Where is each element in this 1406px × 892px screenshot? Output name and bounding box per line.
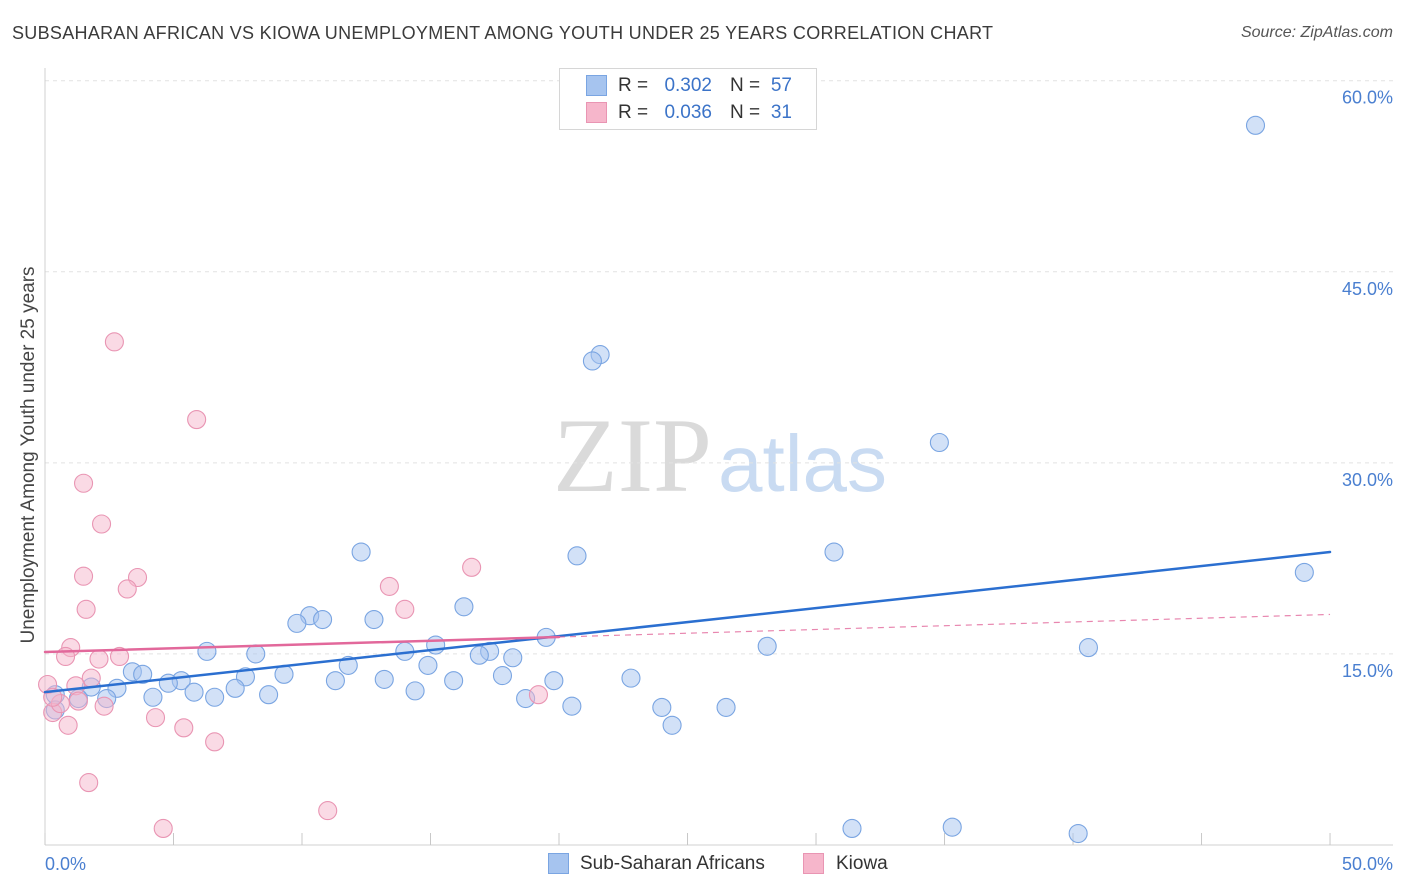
y-axis-title: Unemployment Among Youth under 25 years	[18, 266, 39, 643]
legend-row-sub-saharan-africans: R = 0.302 N = 57	[560, 69, 816, 99]
trend-lines	[43, 550, 1332, 694]
point-kiowa	[153, 818, 173, 838]
x-tick-label: 50.0%	[1342, 854, 1393, 874]
legend-r-label: R =	[618, 75, 649, 96]
point-kiowa	[89, 649, 109, 669]
y-tick-label: 30.0%	[1342, 470, 1393, 490]
point-sub-saharan-africans	[184, 682, 204, 702]
point-sub-saharan-africans	[942, 817, 962, 837]
trend-line-sub-saharan-africans	[43, 550, 1332, 694]
y-tick-label: 60.0%	[1342, 88, 1393, 108]
legend-r-value: 0.036	[664, 102, 712, 123]
point-sub-saharan-africans	[351, 542, 371, 562]
point-kiowa	[79, 773, 99, 793]
y-tick-label: 45.0%	[1342, 279, 1393, 299]
trend-line-extension-kiowa	[558, 613, 1331, 638]
y-tick-label: 15.0%	[1342, 661, 1393, 681]
point-sub-saharan-africans	[444, 671, 464, 691]
legend-box: R = 0.302 N = 57 R = 0.036 N = 31	[559, 68, 817, 130]
point-sub-saharan-africans	[1068, 823, 1088, 844]
point-kiowa	[205, 732, 225, 752]
point-sub-saharan-africans	[246, 644, 266, 664]
point-sub-saharan-africans	[582, 351, 602, 371]
point-kiowa	[94, 696, 114, 716]
point-sub-saharan-africans	[287, 613, 307, 633]
point-sub-saharan-africans	[313, 609, 333, 630]
legend-swatch-sub-saharan-africans	[586, 75, 607, 96]
point-kiowa	[68, 691, 88, 711]
point-sub-saharan-africans	[1294, 562, 1314, 582]
point-kiowa	[395, 599, 415, 619]
point-kiowa	[58, 715, 78, 735]
point-sub-saharan-africans	[562, 696, 582, 716]
legend-swatch-kiowa	[586, 102, 607, 123]
point-sub-saharan-africans	[469, 645, 489, 665]
legend-n-label: N =	[730, 75, 761, 96]
legend-n-label: N =	[730, 102, 761, 123]
point-sub-saharan-africans	[544, 671, 564, 691]
point-sub-saharan-africans	[205, 687, 225, 707]
point-kiowa	[91, 514, 112, 534]
legend-row-kiowa: R = 0.036 N = 31	[560, 96, 816, 126]
point-kiowa	[187, 410, 207, 430]
point-sub-saharan-africans	[405, 681, 425, 701]
point-kiowa	[462, 557, 482, 577]
bottom-legend-swatch-sub-saharan-africans	[548, 853, 569, 874]
point-kiowa	[117, 579, 137, 599]
point-kiowa	[74, 473, 94, 493]
point-sub-saharan-africans	[1078, 638, 1098, 658]
x-tick-label: 0.0%	[45, 854, 86, 874]
point-sub-saharan-africans	[824, 542, 844, 562]
point-kiowa	[76, 599, 96, 619]
point-sub-saharan-africans	[325, 671, 345, 691]
point-sub-saharan-africans	[259, 685, 279, 705]
watermark-atlas: atlas	[718, 419, 887, 508]
bottom-legend-swatch-kiowa	[803, 853, 824, 874]
point-sub-saharan-africans	[652, 697, 672, 717]
point-sub-saharan-africans	[567, 546, 587, 566]
points-sub-saharan-africans	[45, 115, 1314, 844]
point-sub-saharan-africans	[621, 668, 641, 688]
legend-r-value: 0.302	[664, 75, 712, 96]
point-kiowa	[145, 708, 166, 728]
legend-n-value: 57	[770, 75, 792, 96]
bottom-legend-label-kiowa: Kiowa	[836, 853, 888, 874]
point-kiowa	[104, 332, 124, 352]
legend-r-label: R =	[618, 102, 649, 123]
point-sub-saharan-africans	[757, 636, 777, 656]
axes	[44, 68, 1393, 846]
point-sub-saharan-africans	[1245, 115, 1266, 135]
point-sub-saharan-africans	[143, 687, 163, 707]
point-kiowa	[174, 718, 194, 738]
point-kiowa	[74, 566, 94, 586]
point-sub-saharan-africans	[197, 641, 217, 661]
point-sub-saharan-africans	[418, 655, 438, 675]
point-kiowa	[528, 685, 549, 705]
point-sub-saharan-africans	[716, 697, 736, 717]
chart-title: SUBSAHARAN AFRICAN VS KIOWA UNEMPLOYMENT…	[12, 23, 994, 43]
point-kiowa	[318, 801, 338, 821]
legend-n-value: 31	[770, 102, 792, 123]
point-sub-saharan-africans	[929, 432, 949, 453]
point-sub-saharan-africans	[492, 666, 513, 686]
watermark-zip: ZIP	[553, 397, 712, 514]
tick-labels: 15.0% 30.0% 45.0% 60.0% 0.0% 50.0%	[45, 88, 1393, 874]
trend-line-kiowa	[43, 635, 561, 654]
points-kiowa	[38, 332, 549, 838]
point-sub-saharan-africans	[662, 715, 682, 735]
point-sub-saharan-africans	[454, 597, 474, 617]
point-sub-saharan-africans	[842, 818, 862, 838]
point-sub-saharan-africans	[503, 648, 523, 668]
source-credit: Source: ZipAtlas.com	[1240, 24, 1393, 41]
point-sub-saharan-africans	[374, 669, 394, 689]
point-sub-saharan-africans	[364, 609, 384, 630]
bottom-legend-label-sub-saharan-africans: Sub-Saharan Africans	[580, 853, 765, 874]
point-kiowa	[379, 576, 399, 596]
point-sub-saharan-africans	[225, 678, 245, 698]
point-kiowa	[109, 646, 130, 667]
point-sub-saharan-africans	[133, 664, 153, 684]
point-sub-saharan-africans	[338, 655, 358, 675]
